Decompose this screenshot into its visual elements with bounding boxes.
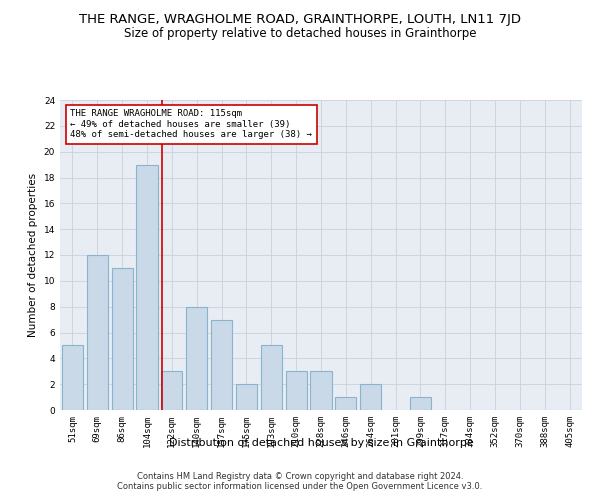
- Bar: [136, 164, 158, 410]
- Bar: [186, 306, 207, 410]
- Bar: [236, 384, 257, 410]
- Bar: [360, 384, 381, 410]
- Bar: [87, 255, 108, 410]
- Text: Contains HM Land Registry data © Crown copyright and database right 2024.: Contains HM Land Registry data © Crown c…: [137, 472, 463, 481]
- Text: THE RANGE, WRAGHOLME ROAD, GRAINTHORPE, LOUTH, LN11 7JD: THE RANGE, WRAGHOLME ROAD, GRAINTHORPE, …: [79, 12, 521, 26]
- Text: Contains public sector information licensed under the Open Government Licence v3: Contains public sector information licen…: [118, 482, 482, 491]
- Bar: [211, 320, 232, 410]
- Text: Distribution of detached houses by size in Grainthorpe: Distribution of detached houses by size …: [169, 438, 473, 448]
- Bar: [112, 268, 133, 410]
- Bar: [410, 397, 431, 410]
- Bar: [261, 346, 282, 410]
- Y-axis label: Number of detached properties: Number of detached properties: [28, 173, 38, 337]
- Bar: [335, 397, 356, 410]
- Text: THE RANGE WRAGHOLME ROAD: 115sqm
← 49% of detached houses are smaller (39)
48% o: THE RANGE WRAGHOLME ROAD: 115sqm ← 49% o…: [70, 110, 313, 139]
- Bar: [62, 346, 83, 410]
- Bar: [310, 371, 332, 410]
- Bar: [161, 371, 182, 410]
- Text: Size of property relative to detached houses in Grainthorpe: Size of property relative to detached ho…: [124, 28, 476, 40]
- Bar: [286, 371, 307, 410]
